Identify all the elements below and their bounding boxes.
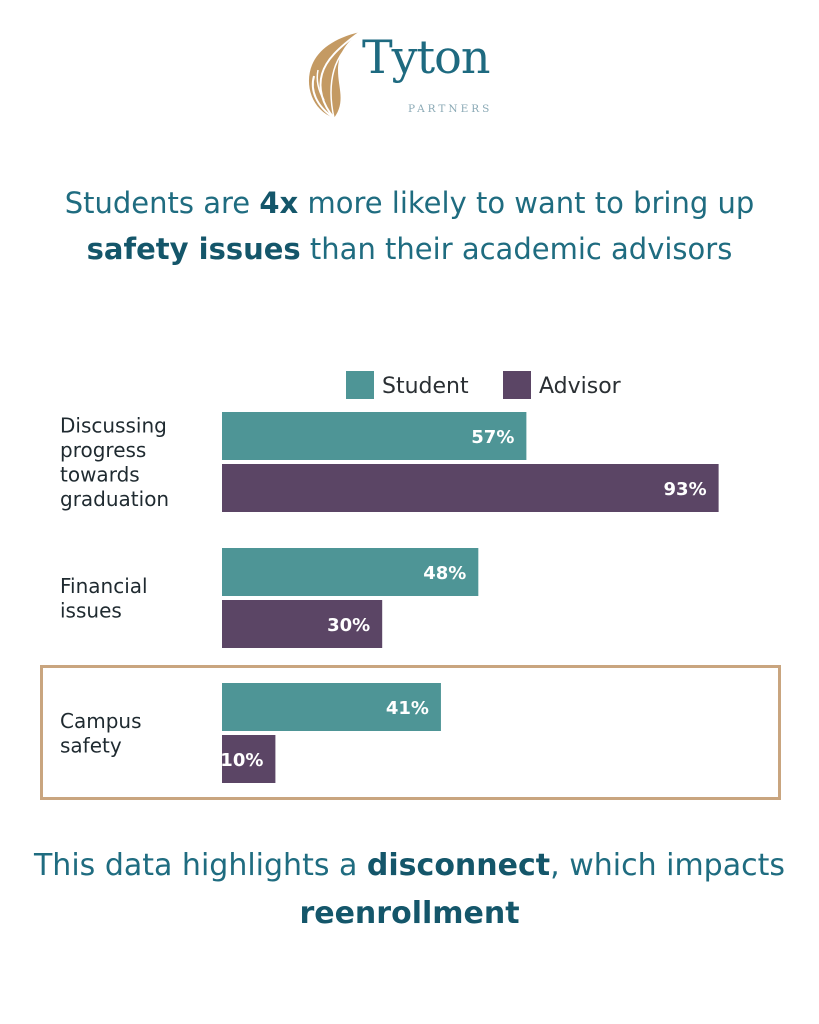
footer-emphasis: reenrollment <box>299 896 520 931</box>
headline-emphasis: 4x <box>259 186 299 220</box>
data-label: 48% <box>423 563 466 584</box>
bar <box>222 735 276 783</box>
data-label: 10% <box>220 750 263 771</box>
brand-subtitle: PARTNERS <box>408 103 493 115</box>
category-label: Campus safety <box>60 709 142 758</box>
bar-chart: Student Advisor 57% 93% Discussing progress to… <box>60 371 719 783</box>
data-label: 30% <box>327 615 370 636</box>
data-label: 57% <box>471 427 514 448</box>
footer-emphasis: disconnect <box>366 848 551 883</box>
bar <box>222 683 441 731</box>
legend-swatch <box>346 371 374 399</box>
brand-name: Tyton <box>362 30 490 84</box>
bar <box>222 464 719 512</box>
headline-text: than their academic advisors <box>300 232 733 266</box>
category-label: Financial issues <box>60 574 148 623</box>
tyton-logo: Tyton PARTNERS <box>304 30 514 122</box>
bar <box>222 412 527 460</box>
shell-icon <box>308 31 361 119</box>
category-label: Discussing progress towards graduation <box>60 413 169 511</box>
headline-text: more likely to want to bring up <box>298 186 755 220</box>
highlight-box <box>40 665 781 800</box>
legend-label: Advisor <box>539 374 622 399</box>
footer-text: , which impacts <box>550 848 785 883</box>
headline-emphasis: safety issues <box>86 232 301 266</box>
headline: Students are 4x more likely to want to b… <box>40 180 779 272</box>
data-label: 41% <box>386 698 429 719</box>
bar <box>222 548 479 596</box>
footer-text: This data highlights a <box>33 848 367 883</box>
legend-swatch <box>503 371 531 399</box>
headline-text: Students are <box>64 186 260 220</box>
legend-label: Student <box>382 374 469 399</box>
data-label: 93% <box>664 479 707 500</box>
bar <box>222 600 383 648</box>
footer-takeaway: This data highlights a disconnect, which… <box>20 842 799 938</box>
